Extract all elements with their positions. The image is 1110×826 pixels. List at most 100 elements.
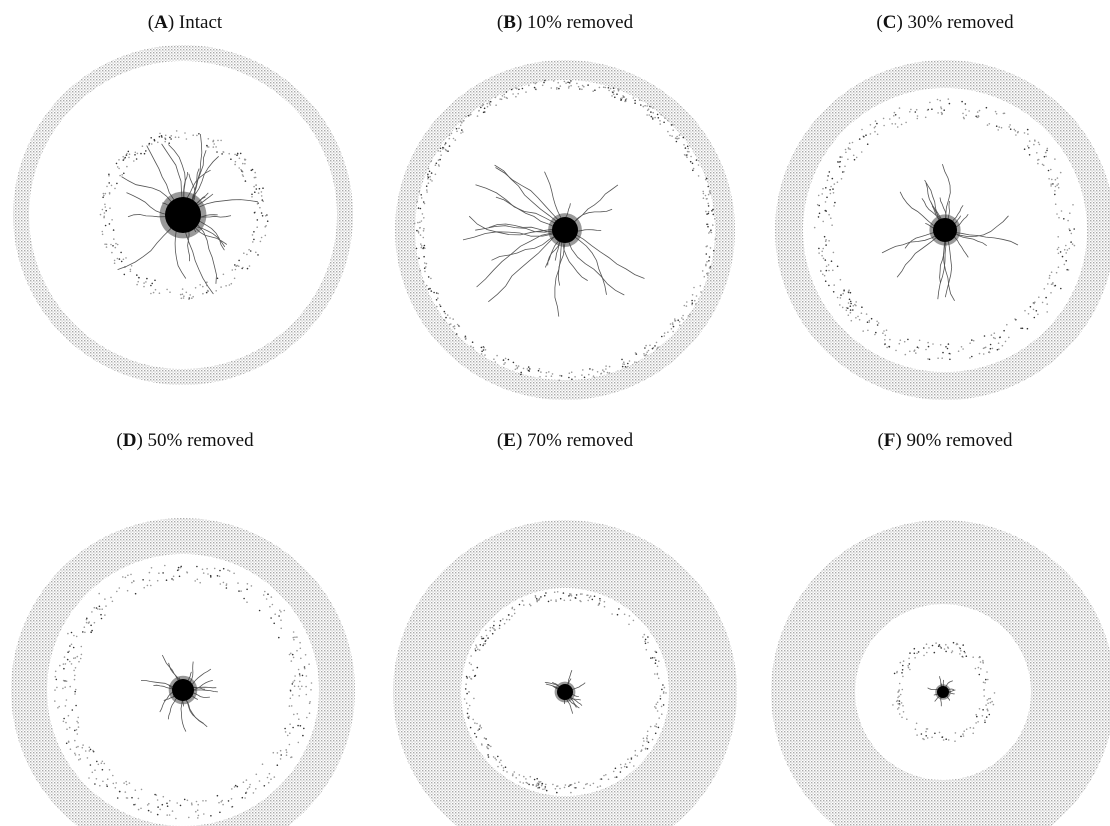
panel-caption: ) Intact — [168, 12, 222, 33]
node-dot — [556, 792, 558, 794]
node-dot — [959, 647, 961, 649]
node-dot — [430, 278, 432, 280]
node-dot — [985, 679, 987, 681]
node-dot — [500, 620, 502, 622]
network-plot — [760, 458, 1110, 826]
node-dot — [682, 315, 684, 317]
node-dot — [996, 125, 998, 127]
node-dot — [1006, 324, 1008, 326]
node-dot — [65, 663, 67, 665]
node-dot — [828, 285, 830, 287]
node-dot — [64, 656, 66, 658]
node-dot — [1045, 156, 1047, 158]
node-dot — [683, 144, 685, 146]
node-dot — [987, 699, 989, 701]
node-dot — [852, 309, 854, 311]
node-dot — [900, 339, 902, 341]
node-dot — [934, 733, 936, 735]
node-dot — [466, 677, 468, 679]
node-dot — [244, 163, 246, 165]
node-dot — [998, 126, 1000, 128]
node-dot — [63, 718, 65, 720]
node-dot — [624, 364, 626, 366]
node-dot — [98, 593, 100, 595]
node-dot — [570, 85, 572, 87]
node-dot — [696, 295, 698, 297]
node-dot — [986, 716, 988, 718]
node-dot — [221, 153, 223, 155]
node-dot — [1068, 228, 1070, 230]
node-dot — [925, 117, 927, 119]
node-dot — [711, 232, 713, 234]
node-dot — [428, 288, 430, 290]
node-dot — [127, 797, 129, 799]
node-dot — [530, 605, 532, 607]
node-dot — [175, 818, 177, 820]
node-dot — [1009, 124, 1011, 126]
node-dot — [942, 352, 944, 354]
node-dot — [576, 83, 578, 85]
node-dot — [486, 746, 488, 748]
node-dot — [654, 345, 656, 347]
node-dot — [424, 248, 426, 250]
node-dot — [470, 346, 472, 348]
node-dot — [257, 219, 259, 221]
node-dot — [237, 786, 239, 788]
node-dot — [223, 568, 225, 570]
node-dot — [165, 135, 167, 137]
node-dot — [654, 706, 656, 708]
node-dot — [452, 318, 454, 320]
node-dot — [978, 657, 980, 659]
node-dot — [560, 598, 562, 600]
node-dot — [435, 174, 437, 176]
node-dot — [861, 129, 863, 131]
node-dot — [533, 82, 535, 84]
node-dot — [609, 372, 611, 374]
node-dot — [532, 784, 534, 786]
node-dot — [223, 274, 225, 276]
node-dot — [1057, 177, 1059, 179]
network-plot — [380, 458, 750, 826]
node-dot — [102, 231, 104, 233]
node-dot — [228, 153, 230, 155]
node-dot — [284, 610, 286, 612]
node-dot — [586, 783, 588, 785]
node-dot — [470, 727, 472, 729]
node-dot — [505, 766, 507, 768]
node-dot — [424, 262, 426, 264]
node-dot — [473, 347, 475, 349]
panel-label: (E) 70% removed — [380, 430, 750, 452]
node-dot — [1050, 183, 1052, 185]
node-dot — [708, 211, 710, 213]
node-dot — [285, 731, 287, 733]
node-dot — [1057, 249, 1059, 251]
node-dot — [1038, 296, 1040, 298]
node-dot — [962, 733, 964, 735]
node-dot — [960, 736, 962, 738]
node-dot — [493, 621, 495, 623]
node-dot — [65, 722, 67, 724]
node-dot — [691, 304, 693, 306]
node-dot — [975, 714, 977, 716]
node-dot — [927, 109, 929, 111]
node-dot — [157, 799, 159, 801]
node-dot — [559, 375, 561, 377]
node-dot — [691, 300, 693, 302]
node-dot — [296, 650, 298, 652]
node-dot — [617, 614, 619, 616]
node-dot — [76, 721, 78, 723]
node-dot — [527, 368, 529, 370]
node-dot — [708, 205, 710, 207]
node-dot — [925, 735, 927, 737]
node-dot — [206, 281, 208, 283]
node-dot — [987, 703, 989, 705]
node-dot — [309, 712, 311, 714]
node-dot — [926, 652, 928, 654]
node-dot — [587, 84, 589, 86]
node-dot — [658, 117, 660, 119]
node-dot — [822, 221, 824, 223]
node-dot — [1014, 129, 1016, 131]
node-dot — [555, 599, 557, 601]
node-dot — [460, 132, 462, 134]
node-dot — [647, 642, 649, 644]
